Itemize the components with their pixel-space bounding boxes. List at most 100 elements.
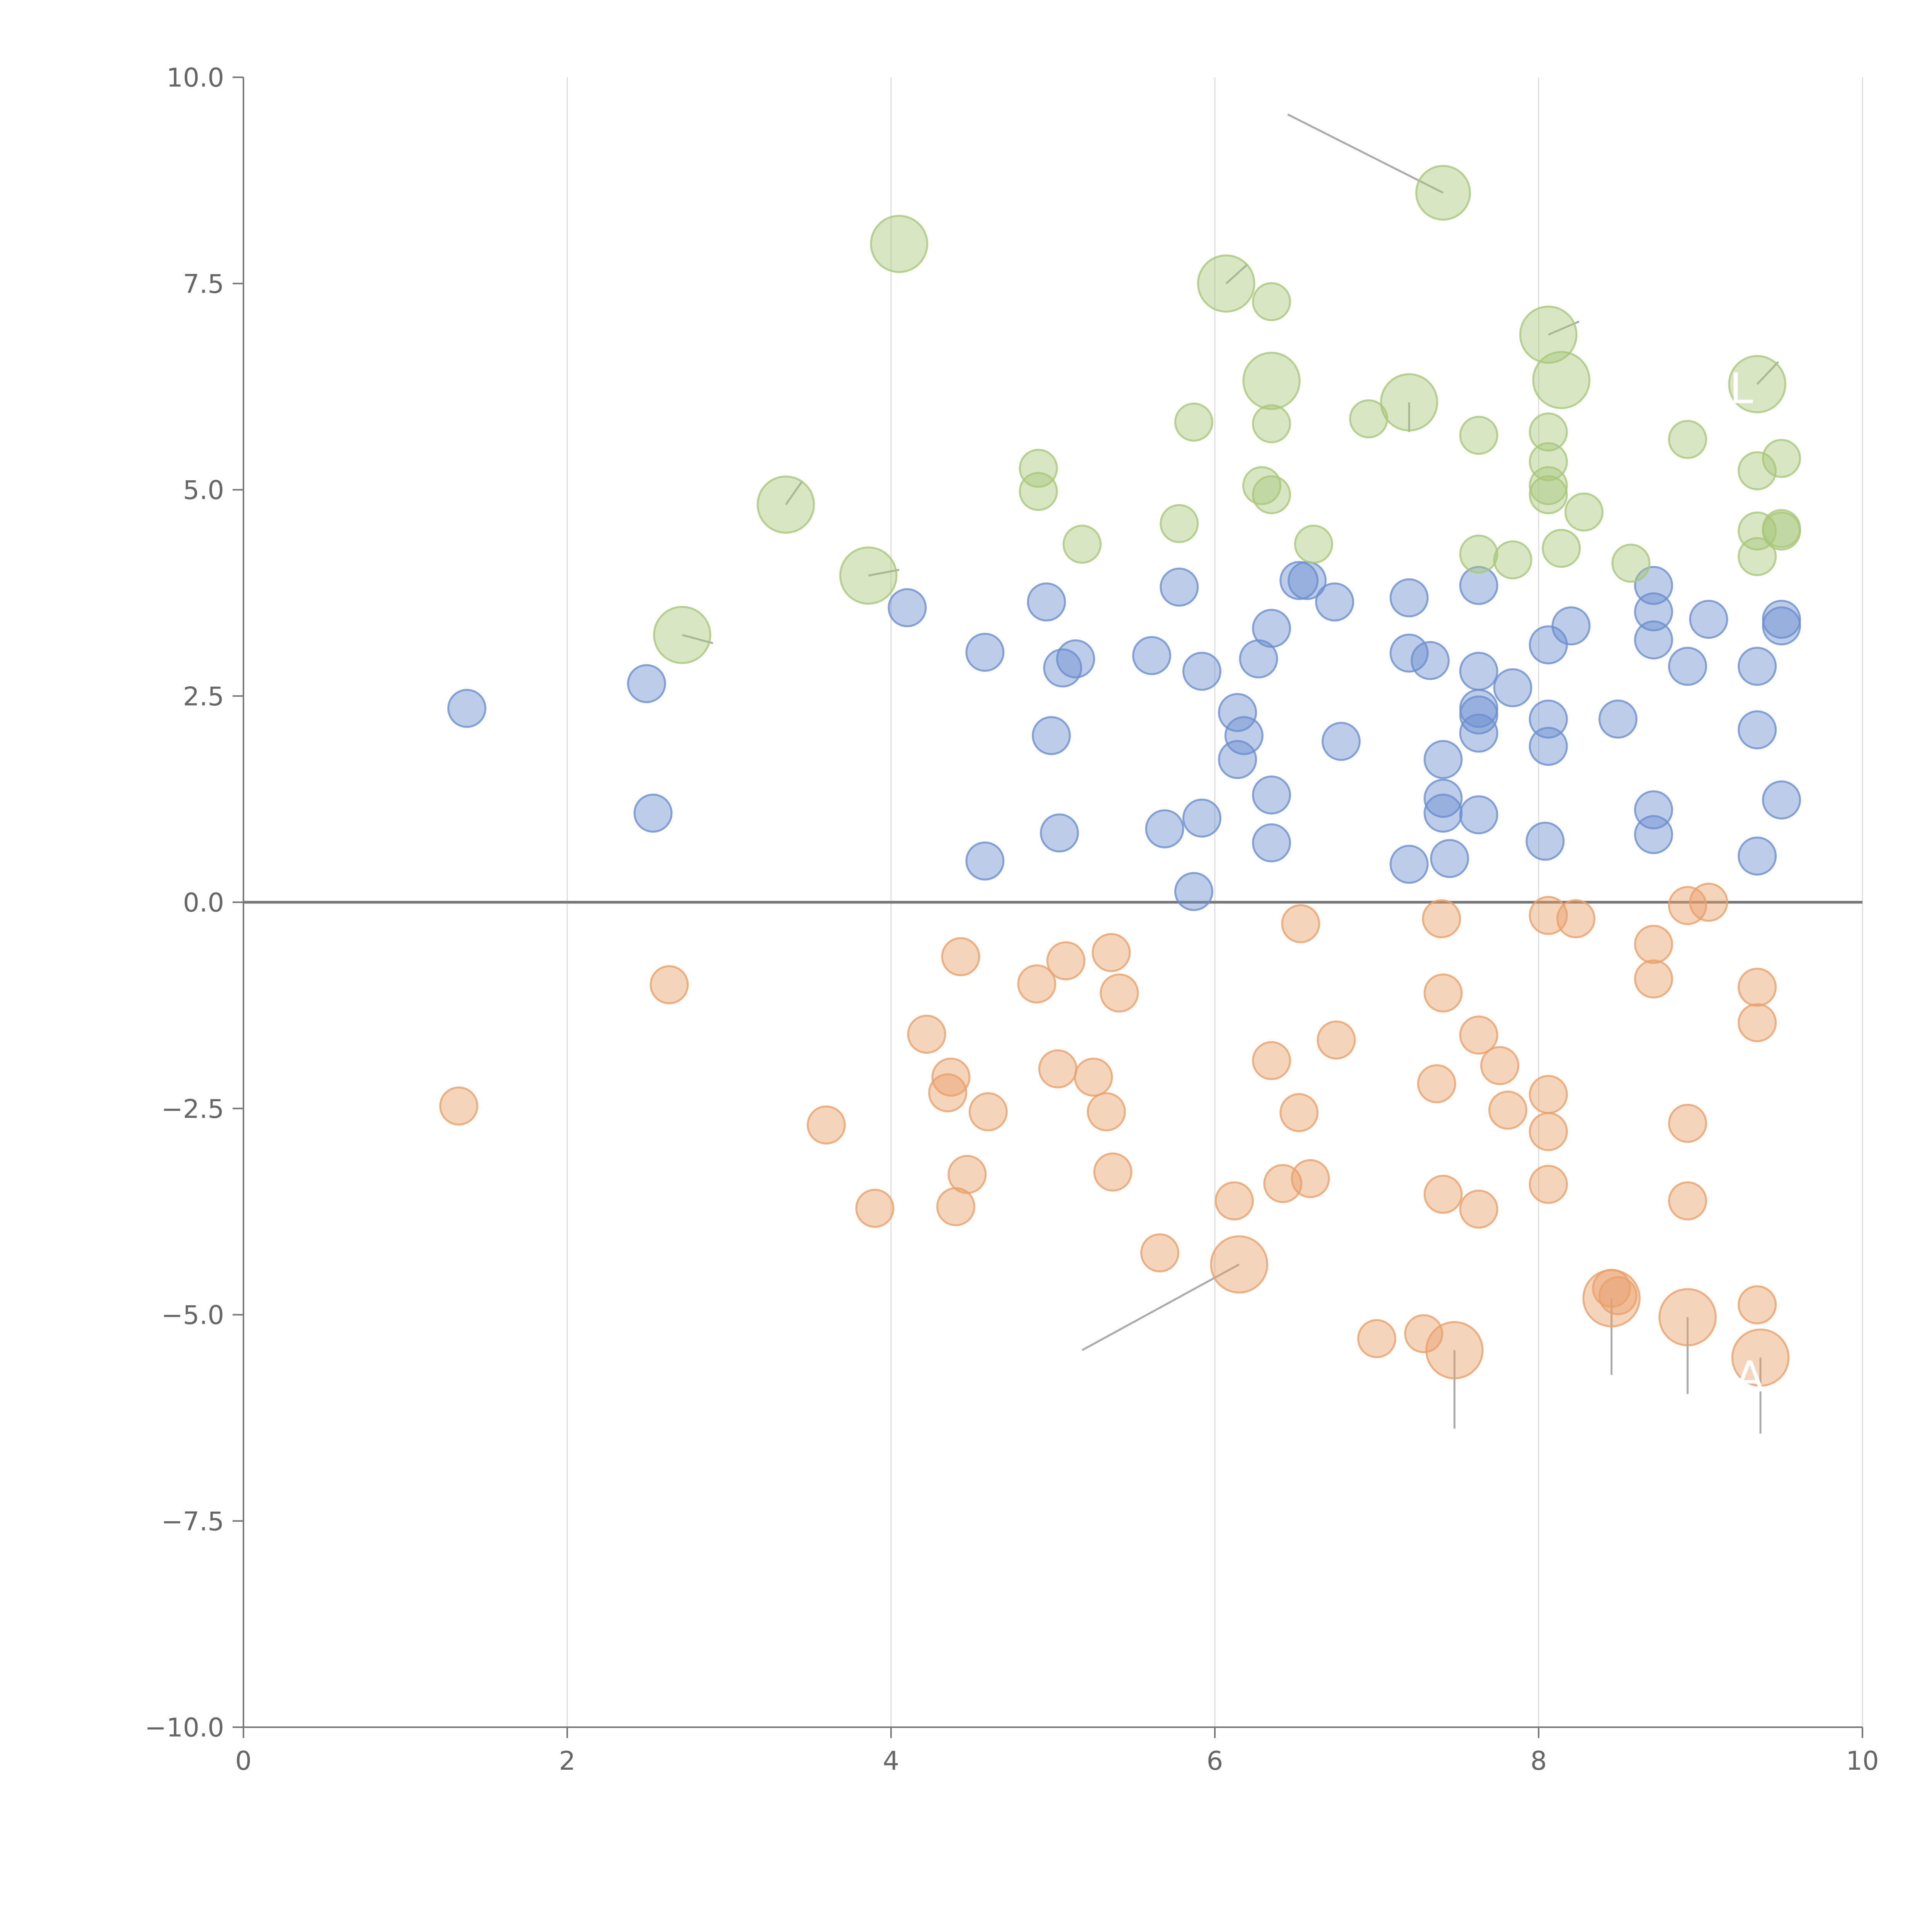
blue-point [1032, 716, 1071, 755]
blue-point [1738, 710, 1777, 750]
green-point [1062, 524, 1102, 564]
y-tick-label: −5.0 [161, 1300, 224, 1330]
orange-point [1529, 1112, 1568, 1151]
blue-point [1279, 561, 1319, 600]
blue-point [1389, 633, 1429, 673]
orange-point [1140, 1233, 1180, 1272]
annotation-label: ONL [1664, 364, 1753, 413]
orange-point [1738, 1003, 1777, 1043]
orange-point [1480, 1046, 1519, 1085]
orange-point [1252, 1041, 1291, 1080]
leader-line [868, 569, 900, 577]
orange-point [1598, 1276, 1638, 1315]
blue-point [1668, 646, 1707, 686]
orange-point [1093, 1152, 1133, 1192]
annotation-layer: C ONL MA [1470, 298, 1764, 1402]
green-point [1160, 504, 1199, 543]
blue-point [1423, 740, 1463, 779]
orange-point [1634, 925, 1673, 964]
orange-point [1291, 1159, 1330, 1198]
blue-point [1040, 813, 1079, 853]
orange-point [1404, 1314, 1444, 1354]
blue-point [1389, 578, 1429, 617]
orange-point [1087, 1092, 1126, 1131]
blue-point [1598, 699, 1638, 739]
orange-point [650, 965, 689, 1004]
orange-point [1214, 1181, 1254, 1221]
blue-point [1132, 636, 1172, 675]
green-point [1762, 511, 1801, 551]
orange-point [1417, 1064, 1456, 1104]
green-point [1380, 373, 1439, 432]
leader-line [1082, 1264, 1240, 1351]
green-point [1252, 475, 1291, 514]
green-point [1252, 404, 1291, 444]
orange-point [1357, 1319, 1396, 1358]
leader-line-layer [682, 113, 1779, 1434]
orange-point [1529, 1165, 1568, 1204]
orange-point [1281, 904, 1320, 944]
blue-point [447, 689, 486, 728]
green-point [1611, 544, 1651, 583]
orange-point [907, 1015, 946, 1054]
blue-point [1459, 651, 1498, 691]
blue-point [1182, 651, 1221, 691]
orange-point [947, 1155, 987, 1194]
orange-point [1658, 1288, 1717, 1347]
blue-point [1459, 713, 1498, 753]
axis-layer [243, 77, 1862, 1728]
x-tick-label: 10 [1846, 1746, 1879, 1776]
x-tick-label: 2 [559, 1746, 576, 1776]
blue-point [1218, 693, 1257, 732]
blue-point [1252, 609, 1291, 648]
blue-point [1529, 699, 1568, 739]
green-point [1762, 439, 1801, 478]
y-tick-label: 7.5 [183, 269, 224, 299]
blue-point [1430, 839, 1469, 878]
green-point [1415, 165, 1471, 221]
orange-point [1459, 1015, 1498, 1055]
green-point [1174, 402, 1214, 442]
green-point [1019, 449, 1058, 488]
blue-point [1224, 716, 1264, 755]
blue-point [1634, 620, 1673, 660]
orange-point [1488, 1090, 1527, 1130]
orange-point [1316, 1020, 1356, 1060]
blue-point [1423, 779, 1463, 818]
orange-point [1689, 883, 1728, 922]
green-point [1459, 416, 1498, 455]
green-point [1529, 412, 1568, 452]
blue-point [1218, 740, 1257, 779]
green-point [870, 214, 929, 273]
green-point [1294, 524, 1333, 564]
blue-point [1315, 582, 1354, 622]
blue-point [965, 633, 1005, 672]
blue-point [633, 793, 673, 833]
orange-point [1459, 1189, 1498, 1229]
orange-point [1017, 964, 1056, 1003]
orange-point [1738, 968, 1777, 1007]
blue-point [1459, 566, 1498, 605]
orange-point [1668, 1181, 1707, 1221]
y-tick-label: −10.0 [145, 1713, 224, 1743]
y-tick-label: 0.0 [183, 888, 224, 918]
blue-point [1738, 646, 1777, 686]
tick-label-layer: 0 2 4 6 8 10 10.0 7.5 5.0 2.5 0.0 −2.5 −5.0 −7.5 −10.0 [145, 63, 1879, 1776]
blue-point [965, 841, 1005, 881]
green-point [1738, 537, 1777, 576]
y-tick-label: −2.5 [161, 1094, 224, 1124]
blue-point [1174, 872, 1214, 911]
orange-point [1423, 1175, 1463, 1214]
orange-point [968, 1092, 1008, 1131]
orange-point [1556, 899, 1595, 939]
blue-point [1634, 815, 1673, 854]
green-point [1564, 492, 1604, 532]
y-tick-label: −7.5 [161, 1506, 224, 1536]
orange-point [1592, 1269, 1631, 1308]
green-point [1493, 540, 1532, 580]
blue-point [1526, 821, 1565, 861]
orange-point [806, 1105, 846, 1145]
blue-point [1738, 836, 1777, 876]
green-point [1738, 451, 1777, 490]
